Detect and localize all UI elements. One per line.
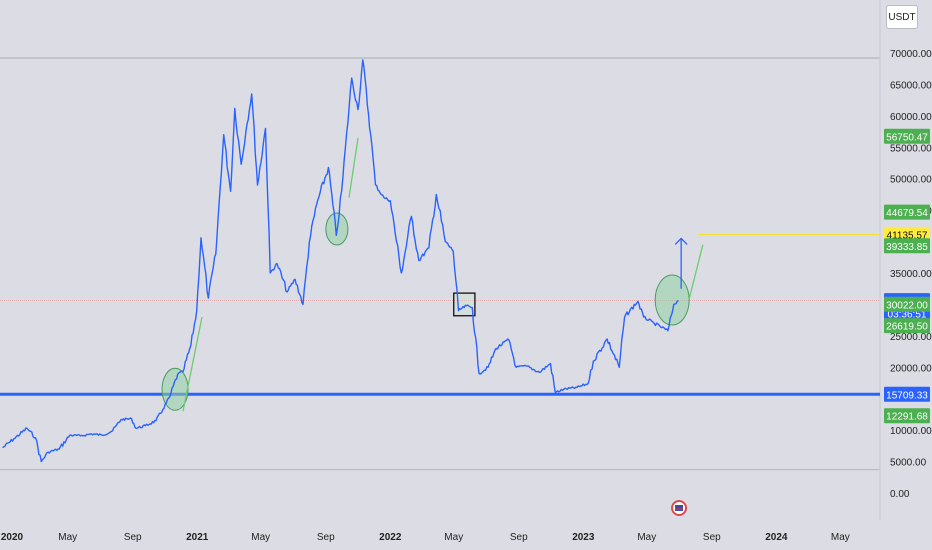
y-tick-label: 10000.00 [890, 426, 932, 437]
trend-line-2020 [182, 316, 203, 412]
highlight-circle-2023 [654, 274, 690, 326]
price-badge: 26619.50 [884, 318, 930, 334]
trend-line-2021 [348, 137, 359, 198]
x-tick-label: 2021 [186, 532, 209, 543]
x-tick-label: May [251, 532, 270, 543]
price-badge: 44679.54 [884, 204, 930, 220]
y-tick-label: 55000.00 [890, 143, 932, 154]
price-series [2, 59, 679, 463]
x-tick-label: May [831, 532, 850, 543]
x-tick-label: 2022 [379, 532, 402, 543]
badge-label: 15709.33 [886, 390, 928, 401]
x-tick-label: Sep [317, 532, 335, 543]
x-tick-label: Sep [703, 532, 721, 543]
y-tick-label: 70000.00 [890, 49, 932, 60]
badge-background [884, 386, 930, 402]
currency-button[interactable]: USDT [886, 5, 918, 29]
price-line [2, 59, 679, 463]
x-tick-label: 2020 [1, 532, 24, 543]
x-tick-label: Sep [510, 532, 528, 543]
price-badge: 15709.33 [884, 386, 930, 402]
x-tick-label: 2024 [765, 532, 788, 543]
y-tick-label: 20000.00 [890, 363, 932, 374]
badge-background [884, 296, 930, 312]
badge-label: 12291.68 [886, 412, 928, 423]
price-badge: 39333.85 [884, 238, 930, 254]
price-badge: 56750.47 [884, 128, 930, 144]
chart-grid [0, 0, 881, 520]
price-axis[interactable]: 70000.00 65000.00 60000.00 55000.00 50000.00… [890, 49, 932, 500]
arrow-head-icon [674, 237, 688, 245]
flag-icon [675, 505, 684, 511]
drawing-annotations [161, 137, 704, 412]
badge-background [884, 238, 930, 254]
price-badge: 41135.57 [884, 226, 930, 242]
x-tick-label: May [58, 532, 77, 543]
time-axis[interactable]: 2020 May Sep 2021 May Sep 2022 May Sep 2023 May Sep… [1, 532, 850, 543]
price-badges: 56750.4744679.5441135.5739333.8530609.51… [884, 128, 930, 424]
badge-background [884, 204, 930, 220]
badge-countdown: 03:36:51 [888, 310, 927, 321]
badge-background [884, 128, 930, 144]
price-badge: 30022.00 [884, 296, 930, 312]
x-tick-label: Sep [124, 532, 142, 543]
badge-background [884, 226, 930, 242]
y-tick-label: 5000.00 [890, 458, 927, 469]
badge-label: 41135.57 [887, 230, 928, 241]
y-tick-label: 50000.00 [890, 175, 932, 186]
x-tick-label: May [637, 532, 656, 543]
y-tick-label: 65000.00 [890, 80, 932, 91]
y-tick-label: 25000.00 [890, 332, 932, 343]
badge-label: 26619.50 [886, 322, 928, 333]
x-tick-label: 2023 [572, 532, 595, 543]
y-tick-label: 35000.00 [890, 269, 932, 280]
badge-background [884, 408, 930, 424]
badge-label: 56750.47 [886, 132, 928, 143]
x-tick-label: May [444, 532, 463, 543]
y-tick-label: 0.00 [890, 489, 910, 500]
horizontal-lines [0, 233, 880, 396]
y-tick-label: 60000.00 [890, 112, 932, 123]
badge-label: 30022.00 [886, 300, 928, 311]
badge-label: 39333.85 [886, 242, 928, 253]
price-badge: 12291.68 [884, 408, 930, 424]
badge-label: 44679.54 [886, 208, 928, 219]
earnings-event-icon[interactable] [671, 500, 688, 516]
trend-line-2023 [688, 244, 704, 300]
badge-background [884, 318, 930, 334]
